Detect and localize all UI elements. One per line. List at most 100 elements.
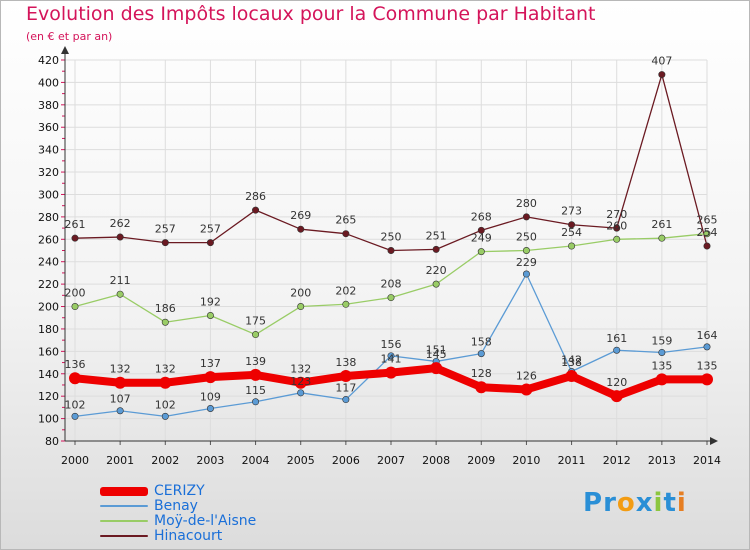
data-label: 268: [471, 210, 492, 223]
data-label: 159: [651, 334, 672, 347]
data-point-mo-de-l-aisne: [703, 230, 711, 238]
data-point-mo-de-l-aisne: [568, 242, 576, 250]
data-point-mo-de-l-aisne: [206, 311, 214, 319]
data-point-cerizy: [701, 373, 713, 386]
logo-letter: r: [603, 488, 617, 518]
data-label: 261: [651, 218, 672, 231]
data-point-benay: [116, 407, 124, 415]
data-point-cerizy: [385, 366, 397, 379]
data-label: 117: [335, 382, 356, 395]
data-label: 132: [110, 363, 131, 376]
data-point-hinacourt: [297, 225, 305, 233]
data-point-cerizy: [204, 371, 217, 384]
data-label: 142: [561, 354, 582, 367]
data-label: 136: [65, 358, 86, 371]
data-point-cerizy: [610, 390, 623, 403]
y-tick-label: 380: [38, 99, 59, 112]
legend-label: Moÿ-de-l'Aisne: [154, 513, 257, 529]
chart-title: Evolution des Impôts locaux pour la Comm…: [26, 3, 596, 25]
logo-letter: P: [583, 488, 604, 518]
x-tick-label: 2011: [558, 454, 586, 467]
x-tick-label: 2001: [106, 454, 134, 467]
data-label: 123: [290, 375, 311, 388]
chart-subtitle: (en € et par an): [26, 30, 113, 43]
data-label: 286: [245, 190, 266, 203]
x-tick-label: 2013: [648, 454, 676, 467]
data-label: 257: [155, 223, 176, 236]
data-point-hinacourt: [522, 213, 530, 221]
data-label: 102: [65, 398, 86, 411]
y-tick-label: 260: [38, 233, 59, 246]
data-label: 126: [516, 369, 537, 382]
data-label: 250: [516, 231, 537, 244]
data-label: 132: [290, 363, 311, 376]
data-label: 257: [200, 223, 221, 236]
data-point-benay: [387, 352, 395, 360]
data-point-hinacourt: [206, 239, 214, 247]
y-tick-label: 420: [38, 54, 59, 67]
y-tick-label: 320: [38, 166, 59, 179]
data-point-benay: [477, 350, 485, 358]
data-label: 161: [606, 332, 627, 345]
data-point-cerizy: [249, 368, 262, 381]
logo-letter: t: [663, 488, 677, 518]
data-label: 407: [651, 55, 672, 68]
legend-swatch: [100, 535, 148, 537]
data-point-cerizy: [294, 376, 307, 389]
data-point-cerizy: [520, 383, 533, 396]
y-tick-label: 100: [38, 413, 59, 426]
data-label: 280: [516, 197, 537, 210]
y-tick-label: 80: [45, 435, 59, 448]
data-label: 135: [651, 359, 672, 372]
data-label: 250: [381, 231, 402, 244]
data-point-mo-de-l-aisne: [252, 331, 260, 339]
data-point-benay: [161, 412, 169, 420]
legend-swatch: [100, 520, 148, 522]
data-label: 220: [426, 264, 447, 277]
data-label: 211: [110, 274, 131, 287]
data-point-benay: [206, 405, 214, 413]
x-axis-arrow: [710, 437, 718, 445]
x-tick-label: 2007: [377, 454, 405, 467]
data-point-benay: [703, 343, 711, 351]
data-label: 229: [516, 256, 537, 269]
proxiti-logo: Proxiti: [583, 488, 687, 518]
data-label: 273: [561, 205, 582, 218]
data-label: 141: [381, 353, 402, 366]
y-tick-label: 140: [38, 368, 59, 381]
data-point-mo-de-l-aisne: [477, 248, 485, 256]
x-tick-label: 2006: [332, 454, 360, 467]
data-point-mo-de-l-aisne: [297, 303, 305, 311]
y-tick-label: 280: [38, 211, 59, 224]
data-label: 269: [290, 209, 311, 222]
x-tick-label: 2002: [151, 454, 179, 467]
data-label: 107: [110, 393, 131, 406]
data-label: 138: [335, 356, 356, 369]
data-point-mo-de-l-aisne: [161, 318, 169, 326]
data-label: 156: [381, 338, 402, 351]
data-labels: 261 262 257 257 286 269 265 250 251 268 280 273 270 4…: [65, 55, 718, 412]
data-point-mo-de-l-aisne: [432, 280, 440, 288]
data-point-mo-de-l-aisne: [522, 247, 530, 255]
data-point-cerizy: [114, 376, 127, 389]
x-tick-label: 2003: [196, 454, 224, 467]
logo-letter: i: [676, 488, 687, 518]
data-point-hinacourt: [432, 245, 440, 253]
data-label: 120: [606, 376, 627, 389]
data-label: 261: [65, 218, 86, 231]
x-tick-label: 2014: [693, 454, 721, 467]
legend-swatch: [100, 505, 148, 507]
data-label: 265: [335, 214, 356, 227]
data-label: 132: [155, 363, 176, 376]
data-label: 164: [697, 329, 718, 342]
x-tick-label: 2010: [512, 454, 540, 467]
x-tick-label: 2012: [603, 454, 631, 467]
y-tick-label: 180: [38, 323, 59, 336]
data-label: 151: [426, 343, 447, 356]
legend-swatch: [100, 487, 148, 496]
data-point-cerizy: [565, 370, 578, 383]
legend-label: Benay: [154, 498, 198, 514]
data-label: 254: [697, 226, 718, 239]
data-label: 200: [65, 287, 86, 300]
y-tick-label: 240: [38, 256, 59, 269]
